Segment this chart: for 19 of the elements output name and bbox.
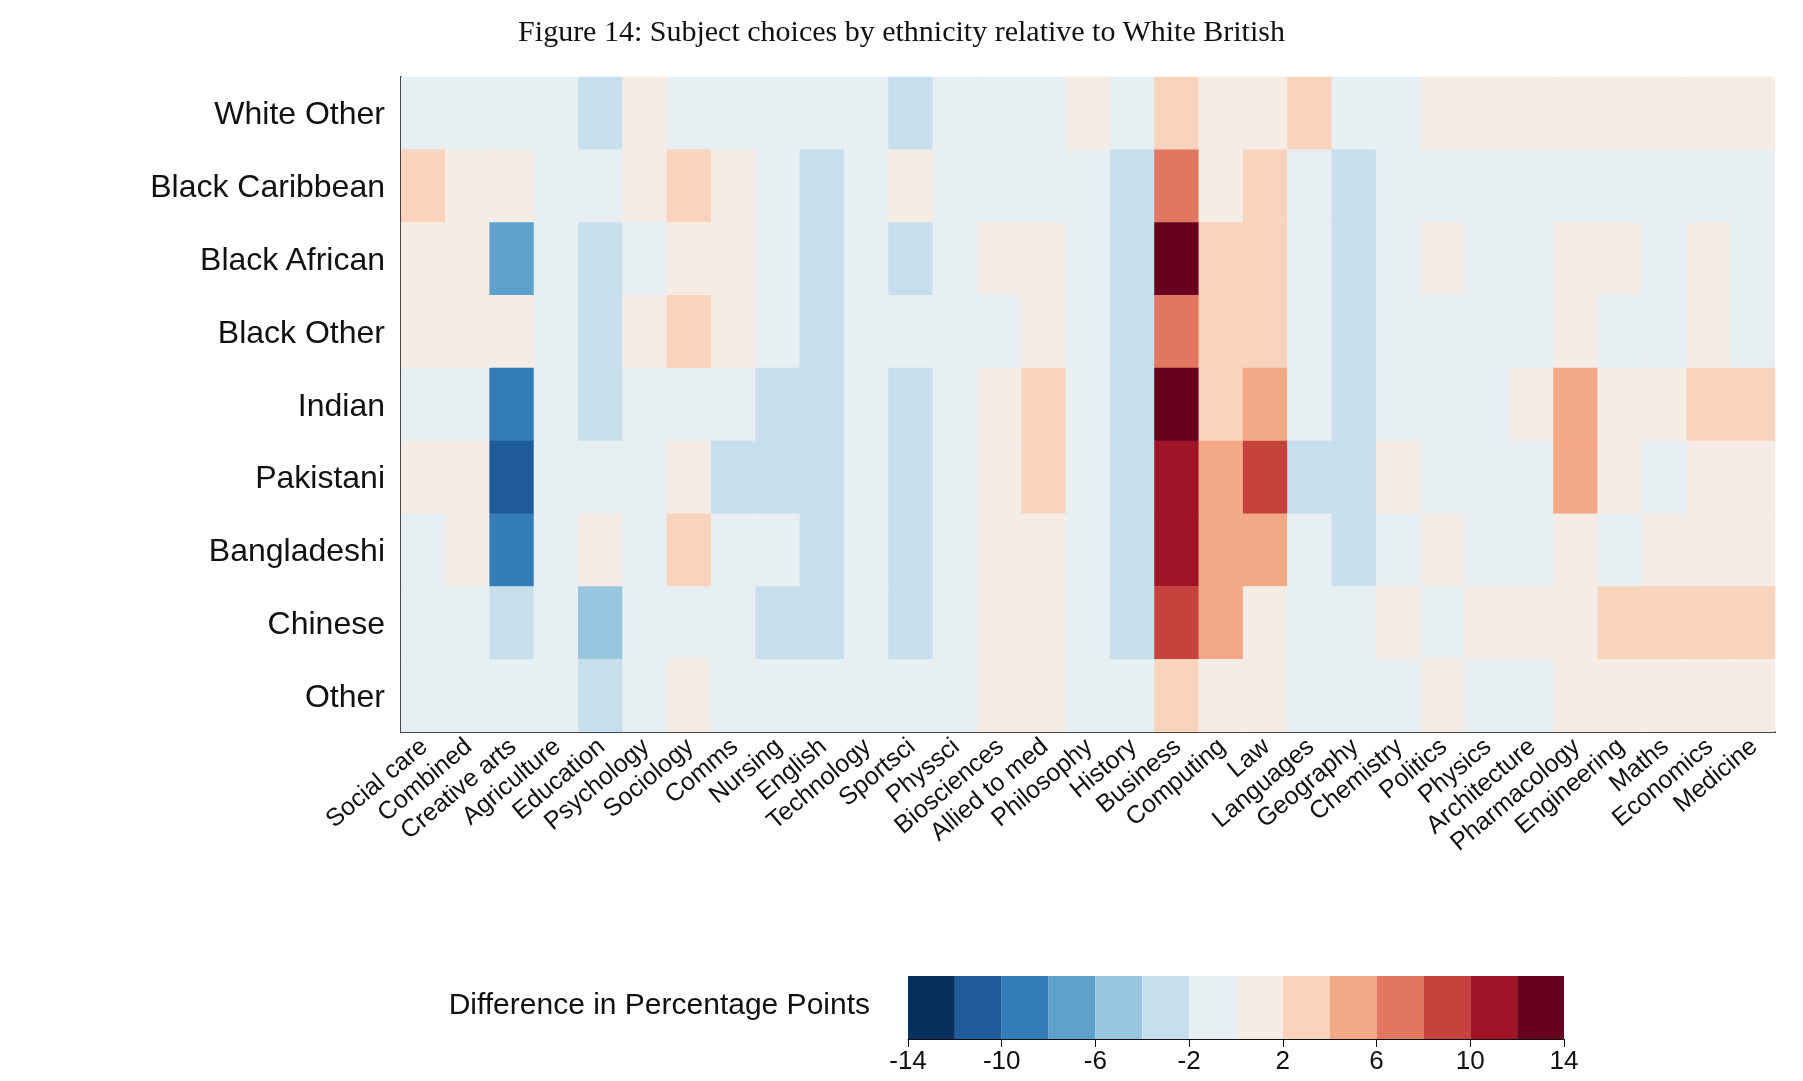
y-tick-label: Bangladeshi xyxy=(208,532,385,569)
color-bar-label: -2 xyxy=(1177,1045,1201,1075)
color-bar-label: -10 xyxy=(982,1045,1021,1075)
y-tick-label: Black African xyxy=(200,240,385,277)
color-bar-label: -6 xyxy=(1083,1045,1107,1075)
color-bar-label: 6 xyxy=(1369,1045,1384,1075)
y-tick-label: Black Caribbean xyxy=(150,168,385,205)
color-bar-label: -14 xyxy=(889,1045,927,1075)
y-tick-label: White Other xyxy=(214,95,386,132)
color-bar-label: 2 xyxy=(1275,1045,1291,1075)
y-tick-label: Pakistani xyxy=(255,459,385,496)
y-tick-label: Indian xyxy=(297,386,385,423)
chart-title: Figure 14: Subject choices by ethnicity relative to White British xyxy=(518,13,1285,47)
y-tick-label: Other xyxy=(304,677,386,714)
color-bar-title: Difference in Percentage Points xyxy=(448,986,871,1020)
color-bar-label: 14 xyxy=(1549,1045,1579,1075)
y-tick-label: Chinese xyxy=(267,604,385,641)
y-tick-label: Black Other xyxy=(217,313,386,350)
color-bar-label: 10 xyxy=(1455,1045,1485,1075)
